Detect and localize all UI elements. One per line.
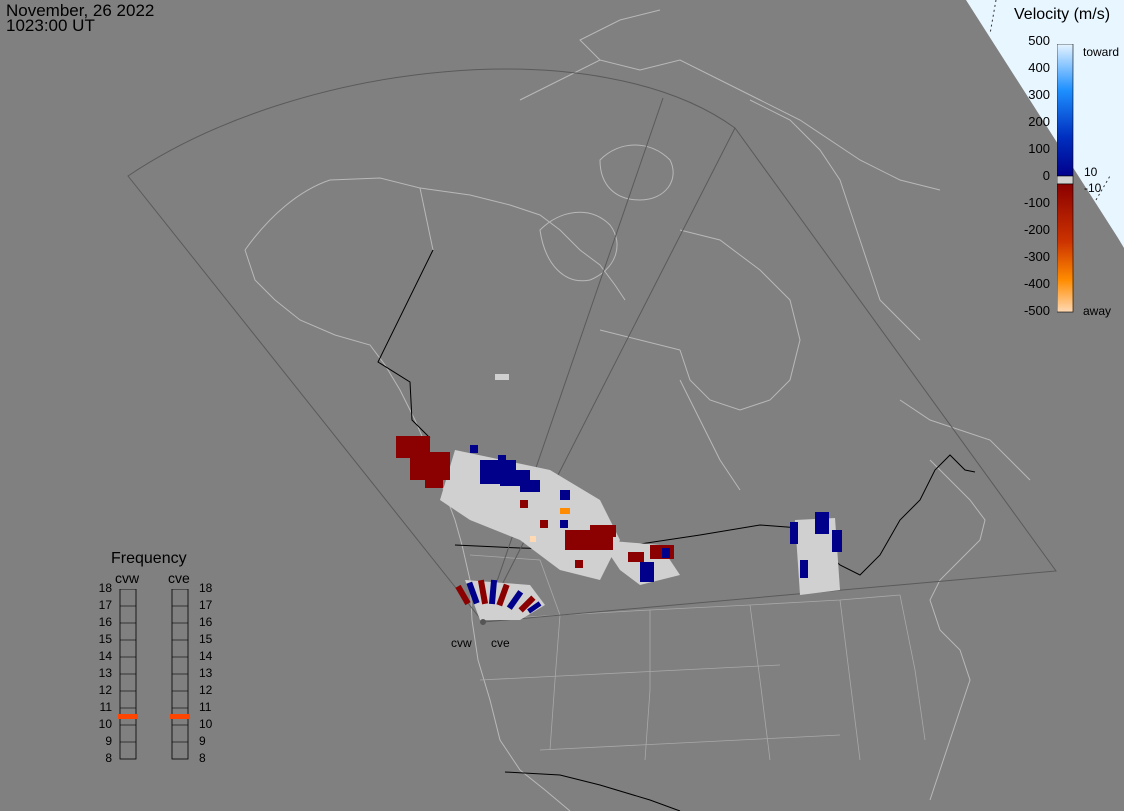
frequency-marker-cvw [118, 714, 138, 719]
radar-label-cvw: cvw [451, 636, 472, 650]
velocity-title: Velocity (m/s) [1014, 6, 1111, 23]
frequency-title: Frequency [111, 550, 187, 567]
frequency-tick-right: 12 [199, 683, 213, 697]
toward-label: toward [1083, 45, 1120, 59]
frequency-tick-right: 13 [199, 666, 213, 680]
threshold-neg-label: -10 [1084, 181, 1102, 195]
national-borders [377, 249, 976, 811]
cb-tick: 200 [1028, 114, 1050, 129]
cb-tick: 0 [1042, 168, 1050, 183]
cb-tick: -400 [1023, 276, 1050, 291]
frequency-tick-right: 11 [199, 700, 212, 714]
frequency-tick-left: 10 [98, 717, 112, 731]
cb-tick: 300 [1028, 87, 1050, 102]
time-label: 1023:00 UT [6, 16, 95, 35]
frequency-tick-left: 11 [99, 700, 112, 714]
frequency-bars [118, 589, 190, 760]
frequency-tick-left: 12 [98, 683, 112, 697]
cb-tick: 100 [1028, 141, 1050, 156]
radar-label-cve: cve [491, 636, 510, 650]
frequency-tick-left: 16 [98, 615, 112, 629]
frequency-tick-right: 14 [199, 649, 213, 663]
radar-site-marker[interactable] [480, 619, 486, 625]
frequency-tick-left: 9 [105, 734, 112, 748]
frequency-tick-right: 8 [199, 751, 206, 765]
velocity-colorbar [1057, 44, 1074, 313]
frequency-radar-cvw: cvw [115, 570, 140, 586]
frequency-tick-left: 8 [105, 751, 112, 765]
frequency-tick-right: 9 [199, 734, 206, 748]
cb-tick: -500 [1023, 303, 1050, 318]
frequency-tick-left: 17 [98, 598, 112, 612]
frequency-tick-right: 17 [199, 598, 213, 612]
frequency-tick-left: 14 [98, 649, 112, 663]
threshold-pos-label: 10 [1084, 165, 1098, 179]
frequency-tick-right: 10 [199, 717, 213, 731]
cb-tick: 400 [1028, 60, 1050, 75]
frequency-tick-left: 18 [98, 581, 112, 595]
coastlines [244, 9, 1031, 811]
frequency-tick-left: 15 [98, 632, 112, 646]
cb-tick: -100 [1023, 195, 1050, 210]
frequency-marker-cve [170, 714, 190, 719]
frequency-tick-left: 13 [98, 666, 112, 680]
cb-tick: -300 [1023, 249, 1050, 264]
admin-boundaries [469, 554, 926, 761]
date-label: November, 26 2022 [6, 1, 155, 20]
frequency-radar-cve: cve [168, 570, 190, 586]
sunlit-region [966, 0, 1124, 248]
frequency-tick-right: 16 [199, 615, 213, 629]
terminator-dots [989, 0, 1111, 201]
away-label: away [1083, 304, 1112, 318]
frequency-tick-right: 18 [199, 581, 213, 595]
velocity-cells [396, 374, 842, 620]
frequency-tick-right: 15 [199, 632, 213, 646]
cb-tick: -200 [1023, 222, 1050, 237]
cb-tick: 500 [1028, 33, 1050, 48]
